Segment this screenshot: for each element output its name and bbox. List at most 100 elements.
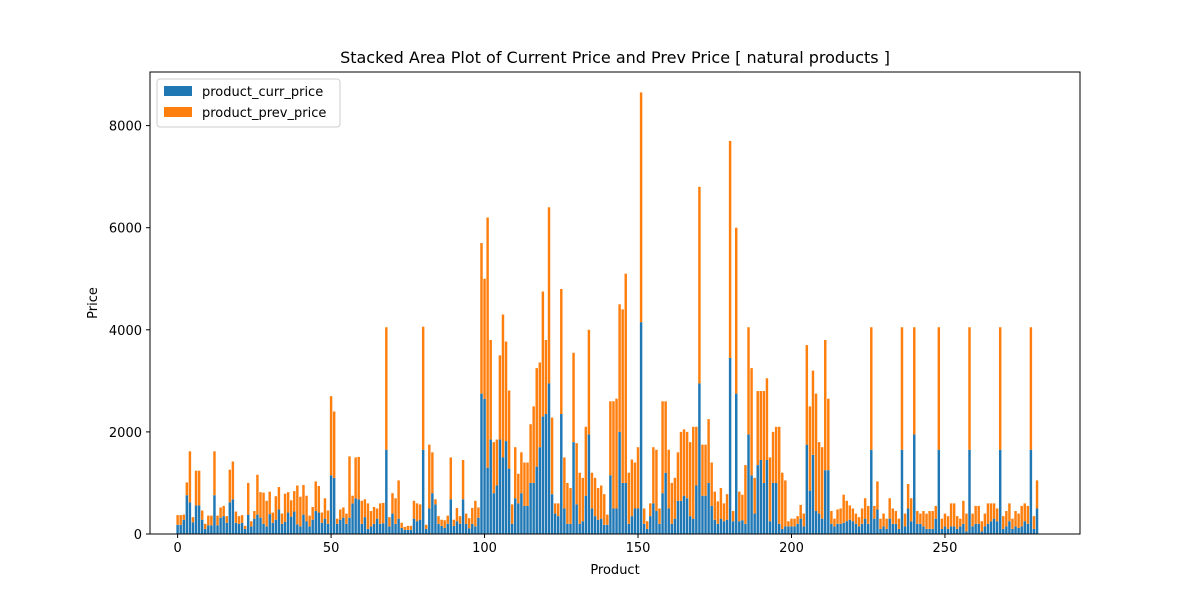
bar-prev-price: [185, 482, 189, 496]
bar-prev-price: [891, 508, 894, 524]
bar-prev-price: [590, 472, 594, 509]
bar-curr-price: [336, 523, 339, 534]
bar-curr-price: [851, 521, 855, 534]
bar-curr-price: [664, 472, 667, 534]
bar-curr-price: [937, 449, 941, 534]
bar-curr-price: [974, 523, 977, 534]
bar-prev-price: [556, 503, 560, 517]
legend-label-curr: product_curr_price: [202, 85, 323, 100]
bar-curr-price: [756, 465, 759, 534]
bar-prev-price: [848, 505, 852, 520]
bar-curr-price: [679, 500, 683, 534]
bar-prev-price: [382, 502, 385, 524]
bar-curr-price: [799, 518, 802, 534]
bar-prev-price: [477, 507, 480, 518]
bar-curr-price: [1020, 526, 1023, 534]
y-axis-label: Price: [86, 287, 101, 319]
bar-curr-price: [888, 518, 891, 534]
bar-prev-price: [280, 513, 284, 524]
bar-prev-price: [759, 391, 763, 460]
bar-prev-price: [268, 491, 271, 515]
x-axis-label: Product: [590, 563, 639, 578]
y-tick-label: 2000: [109, 426, 142, 441]
bar-prev-price: [467, 518, 471, 529]
bar-prev-price: [974, 505, 977, 524]
x-axis-ticks: 0 50 100 150 200 250: [173, 534, 957, 556]
bar-curr-price: [919, 523, 922, 534]
bar-curr-price: [461, 499, 465, 534]
bar-prev-price: [342, 507, 345, 518]
bar-curr-price: [253, 518, 256, 534]
bar-prev-price: [870, 327, 873, 450]
bar-prev-price: [529, 424, 532, 483]
bar-curr-price: [870, 449, 873, 534]
bar-prev-price: [388, 517, 391, 527]
bar-prev-price: [971, 513, 974, 527]
bar-curr-price: [811, 454, 815, 534]
bar-curr-price: [474, 526, 477, 534]
bar-prev-price: [956, 516, 959, 529]
bar-curr-price: [182, 519, 185, 534]
bar-prev-price: [621, 309, 624, 483]
bar-prev-price: [296, 485, 299, 525]
bar-prev-price: [207, 515, 210, 526]
bar-curr-price: [805, 444, 809, 534]
bar-curr-price: [1002, 528, 1005, 534]
x-tick-label: 250: [933, 541, 958, 556]
bar-prev-price: [817, 442, 821, 514]
bar-prev-price: [722, 503, 726, 522]
bar-curr-price: [412, 518, 416, 534]
bar-curr-price: [636, 508, 640, 534]
bar-curr-price: [771, 482, 775, 534]
bar-prev-price: [228, 469, 232, 503]
bar-curr-price: [339, 519, 342, 534]
bar-prev-price: [231, 461, 235, 500]
bar-prev-price: [913, 327, 916, 435]
bar-curr-price: [283, 521, 287, 534]
legend-swatch-curr: [164, 86, 192, 96]
bar-curr-price: [876, 509, 879, 534]
bar-prev-price: [664, 401, 667, 473]
bar-curr-price: [774, 482, 778, 534]
bar-curr-price: [240, 522, 244, 534]
bar-curr-price: [216, 525, 219, 534]
bar-prev-price: [1026, 505, 1030, 524]
bar-prev-price: [360, 500, 364, 524]
bar-curr-price: [369, 526, 373, 534]
bar-prev-price: [510, 504, 514, 524]
bars-layer: [176, 92, 1039, 534]
bar-prev-price: [940, 518, 944, 529]
bar-curr-price: [437, 523, 440, 534]
y-axis-ticks: 0 2000 4000 6000 8000: [109, 120, 150, 543]
bar-prev-price: [661, 401, 664, 494]
bar-prev-price: [866, 505, 870, 524]
x-tick-label: 100: [472, 541, 497, 556]
bar-prev-price: [329, 396, 333, 476]
bar-curr-price: [314, 511, 317, 534]
bar-prev-price: [403, 526, 406, 530]
bar-prev-price: [566, 482, 569, 524]
bar-prev-price: [1020, 505, 1023, 527]
bar-curr-price: [940, 528, 944, 534]
bar-prev-price: [240, 515, 244, 523]
bar-curr-price: [658, 523, 661, 534]
y-tick-label: 6000: [109, 222, 142, 237]
bar-curr-price: [501, 457, 505, 534]
bar-curr-price: [495, 485, 499, 534]
bar-curr-price: [959, 526, 962, 534]
bar-prev-price: [194, 470, 198, 506]
bar-prev-price: [431, 452, 434, 494]
bar-prev-price: [188, 451, 192, 503]
bar-curr-price: [952, 526, 956, 534]
bar-curr-price: [550, 494, 554, 534]
bar-prev-price: [581, 477, 584, 522]
bar-prev-price: [243, 525, 247, 529]
bar-prev-price: [768, 457, 772, 522]
bar-curr-price: [873, 518, 876, 534]
bar-curr-price: [259, 517, 262, 534]
bar-prev-price: [842, 494, 845, 523]
bar-prev-price: [937, 327, 941, 450]
bar-curr-price: [1023, 521, 1026, 534]
bar-prev-price: [989, 503, 993, 522]
bar-curr-price: [946, 528, 950, 534]
